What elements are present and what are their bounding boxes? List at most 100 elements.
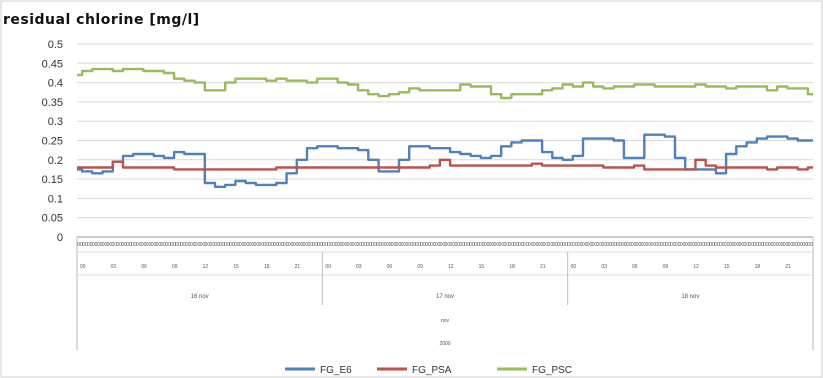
x-minute-tick-label: 00: [513, 242, 519, 248]
x-minute-tick-label: 00: [719, 242, 725, 248]
x-minute-tick-label: 00: [136, 242, 142, 248]
x-minute-tick-label: 00: [557, 242, 563, 248]
x-minute-tick-label: 00: [690, 242, 696, 248]
x-hour-tick-label: 09: [417, 264, 423, 270]
x-minute-tick-label: 00: [249, 242, 255, 248]
y-tick-label: 0.1: [48, 193, 63, 205]
series-line-fg-e6: [77, 133, 813, 188]
x-minute-tick-label: 00: [185, 242, 191, 248]
x-minute-tick-label: 00: [307, 242, 313, 248]
x-minute-tick-label: 00: [278, 242, 284, 248]
x-minute-tick-label: 00: [675, 242, 681, 248]
x-minute-tick-label: 00: [273, 242, 279, 248]
y-tick-label: 0.35: [42, 97, 63, 109]
x-minute-tick-label: 00: [454, 242, 460, 248]
x-minute-tick-label: 00: [430, 242, 436, 248]
x-minute-tick-label: 00: [699, 242, 705, 248]
x-minute-tick-label: 00: [229, 242, 235, 248]
x-minute-tick-label: 00: [670, 242, 676, 248]
x-minute-tick-label: 00: [445, 242, 451, 248]
x-minute-tick-label: 00: [695, 242, 701, 248]
x-hour-tick-label: 03: [601, 264, 607, 270]
x-minute-tick-label: 00: [366, 242, 372, 248]
x-minute-tick-label: 00: [489, 242, 495, 248]
x-hour-tick-label: 12: [203, 264, 209, 270]
x-hour-tick-label: 15: [233, 264, 239, 270]
chart-title: residual chlorine [mg/l]: [3, 12, 200, 28]
x-minute-tick-label: 00: [381, 242, 387, 248]
x-minute-tick-label: 00: [768, 242, 774, 248]
series-line-fg-psa: [77, 158, 813, 171]
x-hour-tick-label: 21: [295, 264, 301, 270]
x-minute-tick-label: 00: [234, 242, 240, 248]
x-minute-tick-label: 00: [131, 242, 137, 248]
x-minute-tick-label: 00: [562, 242, 568, 248]
x-minute-tick-label: 00: [410, 242, 416, 248]
x-minute-tick-label: 00: [268, 242, 274, 248]
x-minute-tick-label: 00: [704, 242, 710, 248]
legend-label: FG_PSA: [412, 365, 452, 376]
x-minute-tick-label: 00: [567, 242, 573, 248]
x-minute-tick-label: 00: [77, 242, 83, 248]
x-minute-tick-label: 00: [807, 242, 813, 248]
x-minute-tick-label: 00: [464, 242, 470, 248]
y-tick-label: 0.2: [48, 155, 63, 167]
x-minute-tick-label: 00: [141, 242, 147, 248]
x-minute-tick-label: 00: [621, 242, 627, 248]
x-hour-tick-label: 09: [663, 264, 669, 270]
x-minute-tick-label: 00: [361, 242, 367, 248]
x-minute-tick-label: 00: [337, 242, 343, 248]
x-minute-tick-label: 00: [175, 242, 181, 248]
x-minute-tick-label: 00: [170, 242, 176, 248]
x-minute-tick-label: 00: [283, 242, 289, 248]
x-minute-tick-label: 00: [655, 242, 661, 248]
x-minute-tick-label: 00: [322, 242, 328, 248]
x-minute-tick-label: 00: [244, 242, 250, 248]
x-minute-tick-label: 00: [744, 242, 750, 248]
x-minute-tick-label: 00: [288, 242, 294, 248]
x-hour-tick-label: 12: [693, 264, 699, 270]
x-minute-tick-label: 00: [92, 242, 98, 248]
x-minute-tick-label: 00: [317, 242, 323, 248]
x-minute-tick-label: 00: [151, 242, 157, 248]
y-tick-label: 0.5: [48, 39, 63, 51]
x-minute-tick-label: 00: [102, 242, 108, 248]
x-day-label: 18 nov: [681, 294, 699, 300]
x-minute-tick-label: 00: [601, 242, 607, 248]
x-minute-tick-label: 00: [543, 242, 549, 248]
x-minute-tick-label: 00: [200, 242, 206, 248]
x-minute-tick-label: 00: [420, 242, 426, 248]
x-minute-tick-label: 00: [165, 242, 171, 248]
x-minute-tick-label: 00: [552, 242, 558, 248]
x-minute-tick-label: 00: [224, 242, 230, 248]
x-minute-tick-label: 00: [494, 242, 500, 248]
x-minute-tick-label: 00: [729, 242, 735, 248]
x-minute-tick-label: 00: [508, 242, 514, 248]
y-tick-label: 0.05: [42, 213, 63, 225]
x-minute-tick-label: 00: [371, 242, 377, 248]
x-minute-tick-label: 00: [577, 242, 583, 248]
x-minute-tick-label: 00: [401, 242, 407, 248]
x-minute-tick-label: 00: [312, 242, 318, 248]
x-minute-tick-label: 00: [793, 242, 799, 248]
x-minute-tick-label: 00: [396, 242, 402, 248]
x-minute-tick-label: 00: [469, 242, 475, 248]
x-minute-tick-label: 00: [660, 242, 666, 248]
x-hour-tick-label: 06: [141, 264, 147, 270]
x-minute-tick-label: 00: [474, 242, 480, 248]
x-minute-tick-label: 00: [606, 242, 612, 248]
y-tick-label: 0.45: [42, 58, 63, 70]
x-minute-tick-label: 00: [763, 242, 769, 248]
y-tick-label: 0.3: [48, 116, 63, 128]
x-minute-tick-label: 00: [802, 242, 808, 248]
x-minute-tick-label: 00: [641, 242, 647, 248]
x-year-label: 2000: [439, 341, 450, 347]
x-minute-tick-label: 00: [161, 242, 167, 248]
x-hour-tick-label: 18: [755, 264, 761, 270]
x-minute-tick-label: 00: [597, 242, 603, 248]
x-minute-tick-label: 00: [797, 242, 803, 248]
x-minute-tick-label: 00: [636, 242, 642, 248]
gridlines: [77, 43, 813, 238]
x-minute-tick-label: 00: [450, 242, 456, 248]
